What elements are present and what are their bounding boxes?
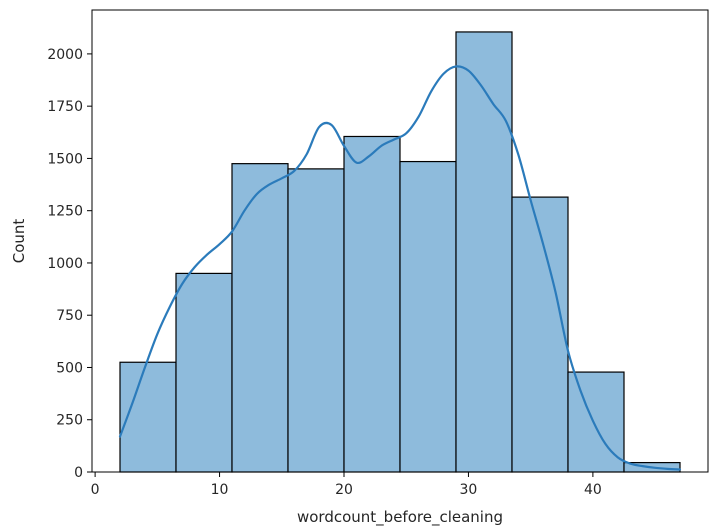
histogram-bar xyxy=(343,135,401,473)
histogram-bar xyxy=(287,168,345,473)
x-tick-label: 0 xyxy=(91,482,100,498)
axes-layer xyxy=(91,9,709,473)
y-tick-label: 500 xyxy=(56,360,83,376)
y-tick-label: 1750 xyxy=(47,99,83,115)
x-tick-label: 30 xyxy=(460,482,478,498)
y-tick-label: 0 xyxy=(74,465,83,481)
y-tick-label: 250 xyxy=(56,413,83,429)
kde-line xyxy=(118,65,682,471)
x-tick-label: 20 xyxy=(335,482,353,498)
x-tick-label: 10 xyxy=(211,482,229,498)
y-tick-label: 2000 xyxy=(47,47,83,63)
plot-frame xyxy=(91,9,709,473)
bars-layer xyxy=(119,31,681,473)
histogram-bar xyxy=(455,31,513,473)
ticks-layer: 0 10 20 30 40 0 250 500 750 1000 1250 1500 1750 2000 xyxy=(47,47,601,498)
histogram-bar xyxy=(567,371,625,473)
histogram-bar xyxy=(231,163,289,473)
kde-layer xyxy=(118,65,682,471)
y-tick-label: 1000 xyxy=(47,256,83,272)
y-axis-label: Count xyxy=(10,219,28,264)
y-tick-label: 750 xyxy=(56,308,83,324)
histogram-bar xyxy=(511,196,569,473)
histogram-bar xyxy=(119,361,177,473)
x-tick-label: 40 xyxy=(584,482,602,498)
histogram-bar xyxy=(399,160,457,473)
x-axis-label: wordcount_before_cleaning xyxy=(297,508,503,527)
y-tick-label: 1500 xyxy=(47,151,83,167)
y-tick-label: 1250 xyxy=(47,204,83,220)
histogram-bar xyxy=(175,272,233,473)
